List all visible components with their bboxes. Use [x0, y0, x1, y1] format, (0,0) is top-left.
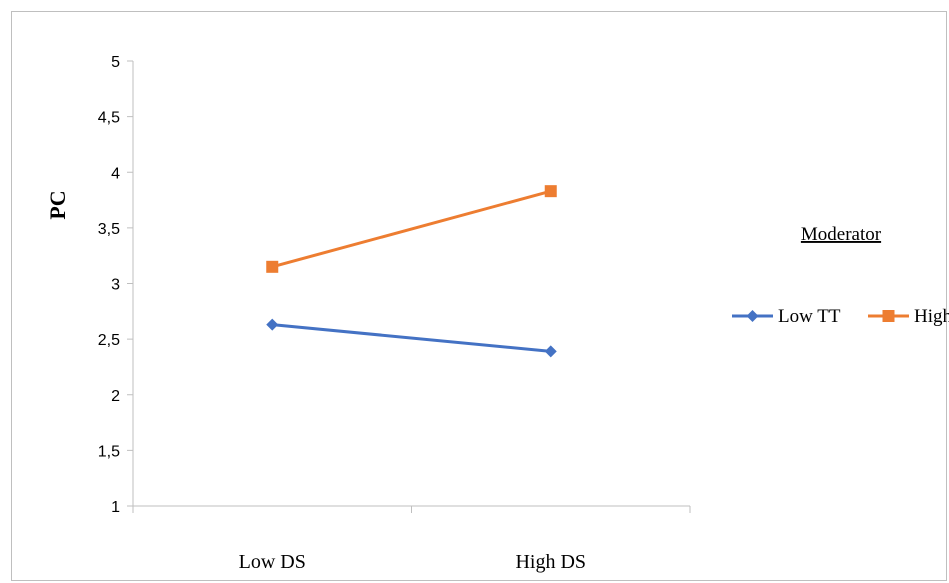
y-tick-label: 2 — [111, 388, 120, 405]
y-tick-label: 3,5 — [98, 221, 120, 238]
y-tick-label: 5 — [111, 54, 120, 71]
legend: Low TT High TT — [732, 306, 949, 327]
y-axis-label: PC — [45, 190, 70, 219]
data-point-low-tt — [266, 318, 279, 331]
y-tick-label: 2,5 — [98, 332, 120, 349]
y-tick-label: 3 — [111, 277, 120, 294]
legend-swatch-marker — [746, 310, 759, 322]
series-layer — [266, 185, 557, 358]
x-category-label: High DS — [515, 551, 586, 573]
x-axis: Low DS High DS — [132, 505, 691, 573]
x-category-label: Low DS — [239, 551, 306, 573]
data-point-high-tt — [544, 185, 557, 198]
y-tick-label: 1,5 — [98, 443, 120, 460]
legend-label: Low TT — [778, 306, 841, 327]
y-axis: 1 1,5 2 2,5 3 3,5 4 4,5 5 — [98, 54, 134, 516]
legend-swatch-marker — [882, 310, 895, 322]
series-line-low-tt — [272, 323, 551, 353]
y-tick-label: 4 — [111, 165, 120, 182]
data-point-low-tt — [544, 345, 557, 358]
data-point-high-tt — [266, 260, 279, 273]
legend-label: High TT — [914, 306, 949, 327]
chart-frame — [11, 11, 947, 581]
legend-title: Moderator — [801, 224, 882, 245]
series-high-tt — [266, 185, 557, 273]
y-tick-label: 1 — [111, 499, 120, 516]
series-low-tt — [266, 318, 557, 358]
y-tick-label: 4,5 — [98, 110, 120, 127]
legend-item-low-tt: Low TT — [732, 306, 841, 327]
series-line-high-tt — [271, 189, 552, 269]
legend-item-high-tt: High TT — [868, 306, 949, 327]
